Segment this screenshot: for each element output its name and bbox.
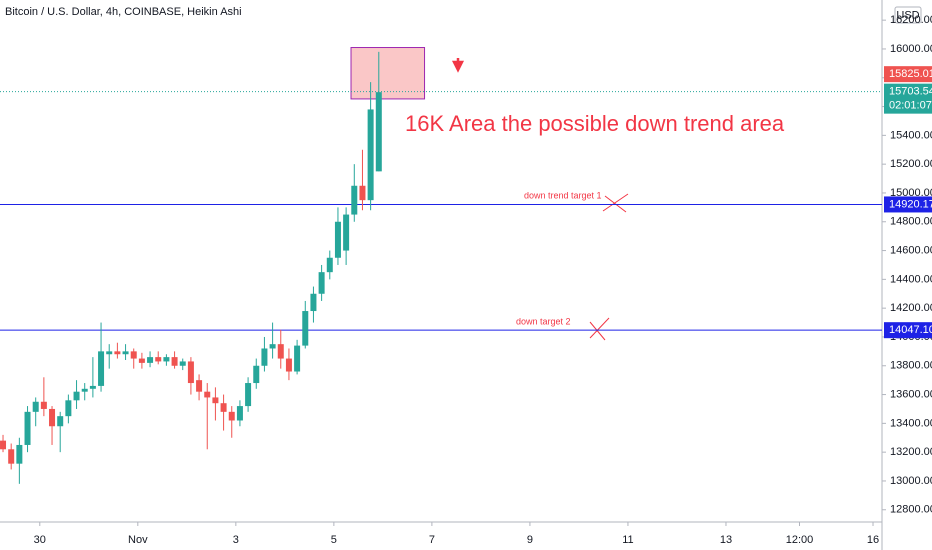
candle-body [179, 361, 186, 366]
candle-body [122, 351, 129, 355]
candle-body [138, 358, 145, 363]
high-tag: 15825.01 [889, 68, 932, 80]
candle-body [236, 406, 243, 421]
y-tick-label: 13400.00 [890, 417, 932, 429]
candle-body [220, 403, 227, 412]
candle-body [343, 214, 350, 251]
x-tick-label: 7 [429, 534, 435, 546]
currency: USD [896, 9, 919, 21]
annotation: down trend target 1 [524, 190, 602, 200]
candle-body [49, 408, 56, 427]
candle-body [318, 272, 325, 294]
candle-body [212, 397, 219, 404]
candle-body [106, 351, 113, 355]
last-price-tag-bg [884, 83, 932, 100]
candle-body [302, 311, 309, 346]
candle-body [245, 383, 252, 407]
x-tick-label: Nov [128, 534, 148, 546]
candle-body [375, 92, 382, 172]
candle-body [285, 358, 292, 372]
candle-body [163, 357, 170, 362]
x-tick-label: 9 [527, 534, 533, 546]
candle-body [253, 365, 260, 384]
y-tick-label: 14800.00 [890, 216, 932, 228]
candle-body [310, 293, 317, 312]
y-tick-label: 14400.00 [890, 273, 932, 285]
candle-body [16, 444, 23, 464]
high-tag-bg [884, 66, 932, 83]
candle-body [171, 357, 178, 366]
last-price-tag: 15703.54 [889, 86, 932, 98]
y-tick-label: 16200.00 [890, 14, 932, 26]
currency-box [894, 6, 922, 24]
x-tick-label: 12:00 [786, 534, 814, 546]
candle-body [204, 391, 211, 398]
candle-body [114, 351, 121, 355]
candle-body [334, 221, 341, 258]
candle-body [57, 416, 64, 427]
candle-body [294, 345, 301, 372]
hline-tag-bg [884, 322, 932, 339]
countdown-tag-bg [884, 97, 932, 114]
candle-body [0, 440, 7, 450]
candle-body [8, 449, 15, 464]
x-tick-label: 3 [233, 534, 239, 546]
x-tick-label: 13 [720, 534, 732, 546]
candle-body [326, 257, 333, 273]
candle-body [73, 391, 80, 401]
candle-body [24, 411, 31, 445]
candle-body [261, 348, 268, 366]
cross-mark [589, 317, 610, 341]
candle-body [81, 388, 88, 392]
y-tick-label: 15400.00 [890, 129, 932, 141]
down-arrow [451, 58, 465, 73]
candle-body [359, 185, 366, 201]
y-tick-label: 13600.00 [890, 388, 932, 400]
candle-body [228, 411, 235, 421]
x-tick-label: 11 [622, 534, 633, 546]
candle-body [65, 400, 72, 417]
hline-tag: 14047.10 [889, 324, 932, 336]
y-tick-label: 16000.00 [890, 43, 932, 55]
candle-body [32, 401, 39, 412]
hline-tag: 14920.17 [889, 198, 932, 210]
candle-body [187, 361, 194, 384]
y-tick-label: 14200.00 [890, 302, 932, 314]
candle-body [155, 357, 162, 362]
y-tick-label: 13200.00 [890, 446, 932, 458]
y-tick-label: 14600.00 [890, 244, 932, 256]
annotation: 16K Area the possible down trend area [405, 111, 785, 136]
countdown-tag: 02:01:07 [889, 100, 932, 112]
zone-box [350, 47, 426, 100]
x-tick-label: 30 [34, 534, 46, 546]
candle-body [351, 185, 358, 215]
y-tick-label: 12800.00 [890, 504, 932, 516]
chart-title: Bitcoin / U.S. Dollar, 4h, COINBASE, Hei… [5, 6, 242, 18]
candle-body [40, 401, 47, 409]
x-tick-label: 16 [867, 534, 879, 546]
candle-body [89, 385, 96, 389]
candle-body [147, 357, 154, 363]
y-tick-label: 15000.00 [890, 187, 932, 199]
candle-body [269, 344, 276, 349]
y-tick-label: 13800.00 [890, 360, 932, 372]
candle-body [130, 351, 137, 359]
y-tick-label: 13000.00 [890, 475, 932, 487]
hline-tag-bg [884, 196, 932, 213]
candle-body [367, 109, 374, 201]
x-tick-label: 5 [331, 534, 337, 546]
candle-body [98, 351, 105, 386]
y-tick-label: 15200.00 [890, 158, 932, 170]
annotation: down target 2 [516, 316, 571, 326]
candle-body [277, 344, 284, 359]
candle-body [196, 380, 203, 392]
